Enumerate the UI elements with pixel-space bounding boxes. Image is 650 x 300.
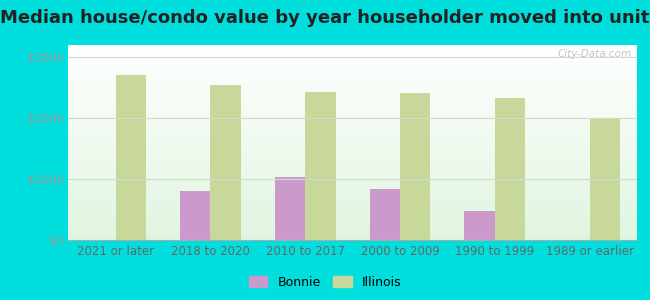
Bar [306, 92, 335, 240]
Bar [590, 118, 620, 240]
Text: City-Data.com: City-Data.com [557, 49, 631, 59]
Text: Median house/condo value by year householder moved into unit: Median house/condo value by year househo… [0, 9, 650, 27]
Bar [465, 212, 495, 240]
Legend: Bonnie, Illinois: Bonnie, Illinois [244, 271, 406, 294]
Bar [275, 177, 306, 240]
Bar [370, 189, 400, 240]
Bar [400, 92, 430, 240]
Bar [116, 76, 146, 240]
Bar [211, 85, 240, 240]
Bar [495, 98, 525, 240]
Bar [180, 191, 211, 240]
